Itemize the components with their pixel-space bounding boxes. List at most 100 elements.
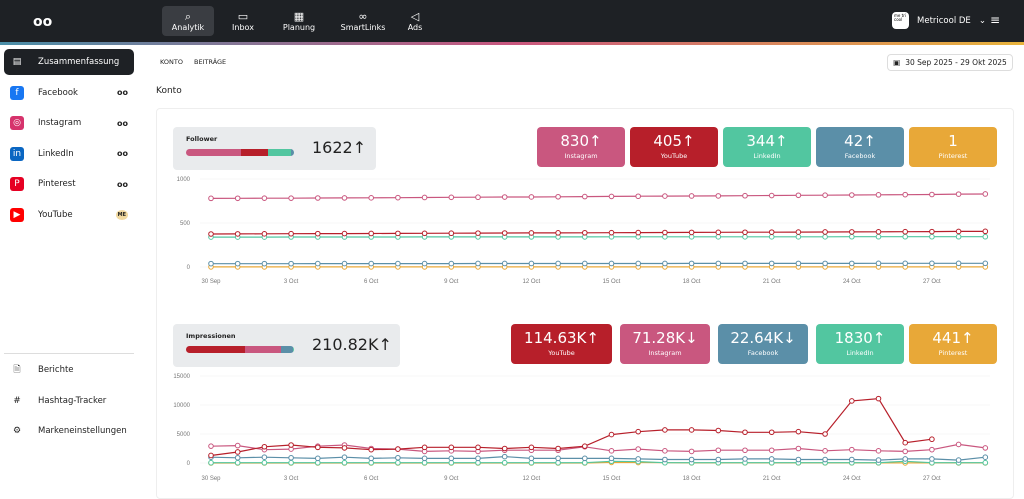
sidebar-item-linkedin[interactable]: in LinkedIn oo bbox=[4, 141, 134, 167]
network-box-instagram[interactable]: 71.28K↓ Instagram bbox=[620, 324, 710, 364]
x-tick-label: 30 Sep bbox=[201, 279, 221, 285]
data-point-facebook bbox=[929, 456, 935, 462]
sidebar-item-pinterest[interactable]: P Pinterest oo bbox=[4, 171, 134, 197]
sidebar-item-markeneinstellungen[interactable]: ⚙ Markeneinstellungen bbox=[4, 418, 134, 444]
data-point-youtube bbox=[768, 229, 775, 235]
data-point-linkedin bbox=[982, 233, 989, 240]
data-point-facebook bbox=[715, 260, 722, 267]
data-point-youtube bbox=[555, 445, 561, 452]
data-point-instagram bbox=[929, 191, 935, 198]
data-point-facebook bbox=[635, 260, 642, 267]
sidebar-item-berichte[interactable]: 🗎 Berichte bbox=[4, 357, 134, 383]
data-point-youtube bbox=[421, 230, 428, 237]
sidebar-divider bbox=[4, 353, 134, 354]
network-box-linkedin[interactable]: 344↑ LinkedIn bbox=[723, 127, 811, 167]
data-point-youtube bbox=[768, 429, 775, 436]
series-line-youtube bbox=[210, 397, 932, 457]
sidebar-item-zusammenfassung[interactable]: ▤ Zusammenfassung bbox=[4, 49, 134, 75]
data-point-youtube bbox=[715, 229, 722, 236]
sidebar-item-youtube[interactable]: ▶ YouTube ME bbox=[4, 202, 134, 228]
share-segment-linkedin bbox=[268, 149, 292, 156]
sidebar-item-label: LinkedIn bbox=[38, 148, 74, 159]
data-point-youtube bbox=[608, 229, 615, 236]
data-point-youtube bbox=[929, 436, 935, 443]
tab-konto[interactable]: KONTO bbox=[160, 58, 183, 66]
network-value: 441↑ bbox=[932, 329, 974, 347]
date-range-picker[interactable]: ▣ 30 Sep 2025 - 29 Okt 2025 bbox=[887, 54, 1013, 71]
data-point-youtube bbox=[261, 443, 268, 450]
sidebar-item-instagram[interactable]: ◎ Instagram oo bbox=[4, 110, 134, 136]
date-range: 30 Sep 2025 - 29 Okt 2025 bbox=[905, 58, 1007, 67]
nav-planung[interactable]: ▦ Planung bbox=[276, 6, 322, 36]
y-tick-label: 1000 bbox=[177, 177, 191, 183]
data-point-linkedin bbox=[955, 233, 962, 240]
share-segment-instagram bbox=[186, 149, 242, 156]
share-segment-linkedin bbox=[292, 346, 294, 353]
network-box-linkedin[interactable]: 1830↑ LinkedIn bbox=[816, 324, 904, 364]
network-box-instagram[interactable]: 830↑ Instagram bbox=[537, 127, 625, 167]
x-tick-label: 21 Oct bbox=[763, 279, 781, 285]
tab-beitraege[interactable]: BEITRÄGE bbox=[193, 58, 227, 66]
share-segment-facebook bbox=[291, 149, 294, 156]
hamburger-menu-icon[interactable]: ≡ bbox=[990, 13, 1001, 27]
data-point-facebook bbox=[688, 456, 695, 463]
data-point-instagram bbox=[288, 195, 294, 201]
x-tick-label: 9 Oct bbox=[444, 476, 459, 482]
data-point-youtube bbox=[234, 231, 241, 237]
data-point-instagram bbox=[902, 191, 909, 198]
data-point-youtube bbox=[902, 228, 909, 235]
data-point-facebook bbox=[662, 456, 668, 463]
share-bar bbox=[186, 346, 294, 353]
section-title: Konto bbox=[156, 86, 182, 96]
network-box-pinterest[interactable]: 441↑ Pinterest bbox=[909, 324, 997, 364]
data-point-youtube bbox=[368, 446, 375, 453]
account-status-badge: oo bbox=[117, 149, 128, 158]
data-point-instagram bbox=[475, 194, 481, 201]
data-point-youtube bbox=[448, 444, 455, 451]
calendar-icon: ▦ bbox=[293, 9, 305, 23]
x-tick-label: 6 Oct bbox=[364, 279, 379, 285]
metric-title: Follower bbox=[186, 135, 218, 143]
account-switcher[interactable]: me tri cool Metricool DE ⌄ bbox=[892, 12, 986, 29]
data-point-youtube bbox=[742, 429, 748, 436]
x-tick-label: 24 Oct bbox=[843, 476, 861, 482]
network-box-youtube[interactable]: 114.63K↑ YouTube bbox=[511, 324, 612, 364]
nav-analytik[interactable]: ⌕ Analytik bbox=[162, 6, 214, 36]
data-point-facebook bbox=[582, 455, 588, 462]
sidebar-item-label: Zusammenfassung bbox=[38, 57, 120, 67]
data-point-youtube bbox=[635, 229, 642, 236]
data-point-facebook bbox=[929, 260, 935, 267]
data-point-youtube bbox=[528, 230, 535, 236]
nav-inbox[interactable]: ▭ Inbox bbox=[220, 6, 266, 36]
network-box-youtube[interactable]: 405↑ YouTube bbox=[630, 127, 718, 167]
data-point-youtube bbox=[822, 229, 828, 235]
x-tick-label: 3 Oct bbox=[284, 279, 299, 285]
data-point-facebook bbox=[395, 454, 401, 461]
data-point-instagram bbox=[555, 193, 561, 200]
data-point-linkedin bbox=[395, 459, 401, 466]
data-point-instagram bbox=[768, 447, 775, 454]
network-box-pinterest[interactable]: 1 Pinterest bbox=[909, 127, 997, 167]
x-tick-label: 24 Oct bbox=[843, 279, 861, 285]
x-tick-label: 9 Oct bbox=[444, 279, 459, 285]
nav-ads[interactable]: ◁ Ads bbox=[398, 6, 432, 36]
sidebar-item-hashtag-tracker[interactable]: # Hashtag-Tracker bbox=[4, 388, 134, 414]
impressionen-summary: Impressionen 210.82K↑ bbox=[173, 324, 400, 367]
network-box-facebook[interactable]: 22.64K↓ Facebook bbox=[718, 324, 808, 364]
data-point-youtube bbox=[475, 444, 481, 451]
logo[interactable]: oo bbox=[33, 14, 53, 30]
data-point-youtube bbox=[368, 230, 375, 237]
nav-smartlinks[interactable]: ∞ SmartLinks bbox=[334, 6, 392, 36]
sidebar-item-facebook[interactable]: f Facebook oo bbox=[4, 80, 134, 106]
data-point-youtube bbox=[288, 230, 294, 237]
network-value: 344↑ bbox=[746, 132, 788, 150]
total-value: 210.82K bbox=[312, 335, 379, 354]
data-point-linkedin bbox=[795, 234, 802, 240]
data-point-youtube bbox=[341, 230, 348, 237]
data-point-youtube bbox=[234, 449, 241, 455]
data-point-youtube bbox=[208, 452, 214, 459]
data-point-facebook bbox=[475, 260, 481, 267]
network-box-facebook[interactable]: 42↑ Facebook bbox=[816, 127, 904, 167]
data-point-instagram bbox=[635, 446, 642, 452]
data-point-instagram bbox=[448, 194, 455, 201]
